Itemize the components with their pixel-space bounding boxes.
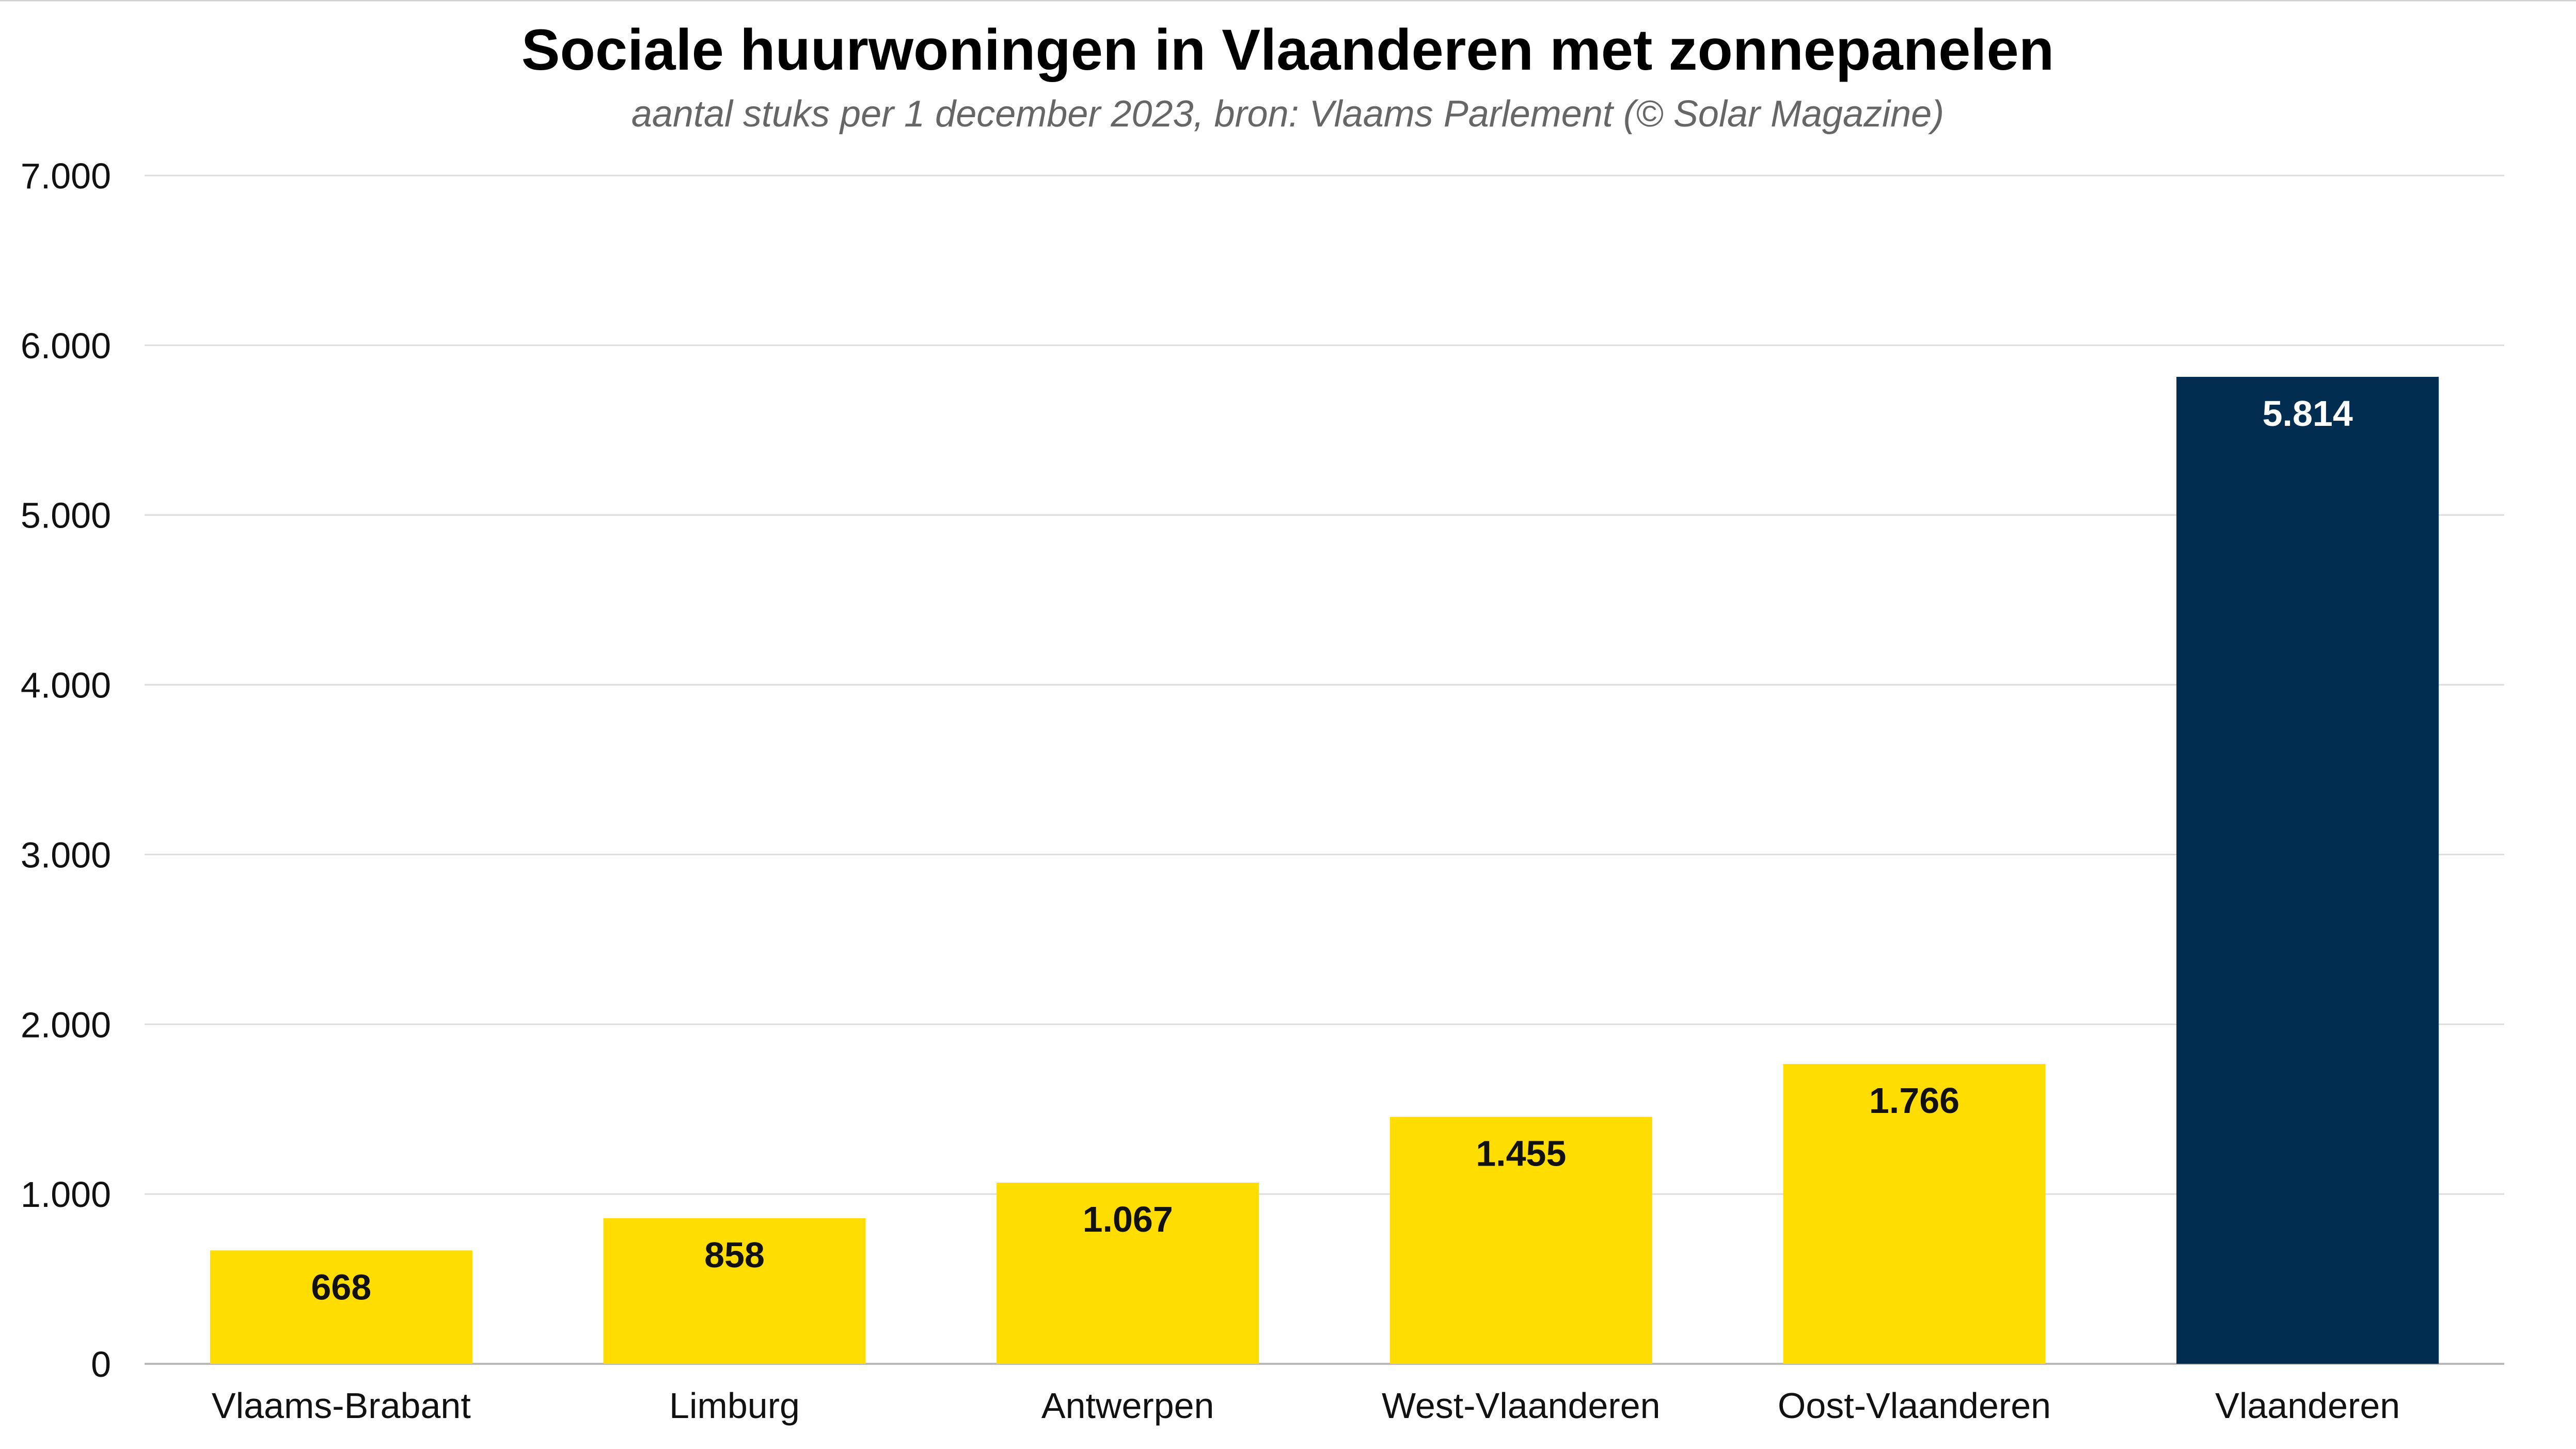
y-tick-label: 4.000 bbox=[21, 665, 111, 706]
bar-value-label: 1.766 bbox=[1869, 1080, 1959, 1121]
x-category-label: Limburg bbox=[669, 1386, 800, 1426]
bar-value-label: 5.814 bbox=[2263, 393, 2353, 434]
chart-title: Sociale huurwoningen in Vlaanderen met z… bbox=[521, 18, 2055, 82]
bar bbox=[603, 1218, 866, 1364]
y-axis-tick-labels: 0 1.000 2.000 3.000 4.000 5.000 6.000 7.000 bbox=[21, 156, 111, 1384]
x-category-label: Antwerpen bbox=[1041, 1386, 1214, 1426]
bar-value-label: 668 bbox=[311, 1267, 371, 1307]
y-tick-label: 6.000 bbox=[21, 326, 111, 366]
y-tick-label: 1.000 bbox=[21, 1174, 111, 1215]
bar bbox=[210, 1250, 472, 1364]
bars bbox=[210, 377, 2439, 1364]
x-category-label: West-Vlaanderen bbox=[1382, 1386, 1661, 1426]
x-axis-category-labels: Vlaams-Brabant Limburg Antwerpen West-Vlaan… bbox=[212, 1386, 2400, 1426]
gridlines bbox=[145, 174, 2504, 1365]
x-category-label: Vlaams-Brabant bbox=[212, 1386, 471, 1426]
bar bbox=[1389, 1117, 1652, 1364]
y-tick-label: 0 bbox=[91, 1344, 111, 1384]
bar-value-label: 1.067 bbox=[1083, 1199, 1173, 1239]
y-tick-label: 3.000 bbox=[21, 835, 111, 875]
bar-value-label: 1.455 bbox=[1476, 1134, 1566, 1174]
bar-value-labels: 668 858 1.067 1.455 1.766 5.814 bbox=[311, 393, 2352, 1307]
bar-value-label: 858 bbox=[704, 1235, 765, 1275]
bar bbox=[997, 1183, 1259, 1364]
x-category-label: Vlaanderen bbox=[2215, 1386, 2400, 1426]
bar bbox=[2176, 377, 2439, 1364]
y-tick-label: 5.000 bbox=[21, 496, 111, 536]
bar bbox=[1783, 1064, 2046, 1364]
x-category-label: Oost-Vlaanderen bbox=[1778, 1386, 2051, 1426]
y-tick-label: 7.000 bbox=[21, 156, 111, 196]
y-tick-label: 2.000 bbox=[21, 1005, 111, 1045]
chart-subtitle: aantal stuks per 1 december 2023, bron: … bbox=[631, 93, 1944, 135]
